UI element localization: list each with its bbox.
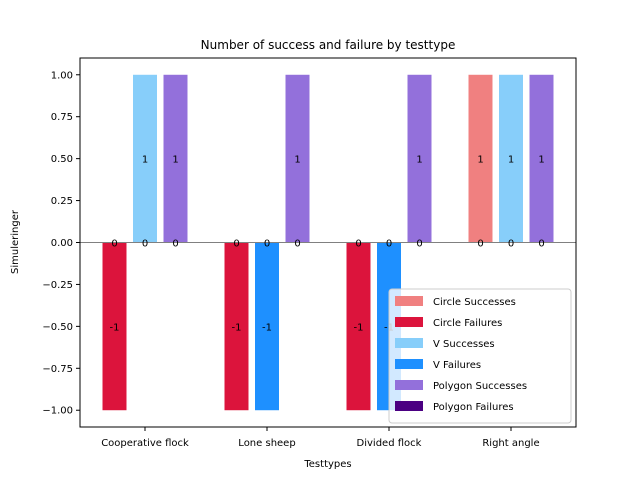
legend-label: Circle Successes <box>433 297 516 308</box>
bar-circle-failures-2 <box>346 242 371 411</box>
bar-polygon-successes-1 <box>285 74 310 243</box>
bar-circle-successes-3 <box>468 74 493 243</box>
bar-value-label: 1 <box>538 155 544 166</box>
axes-layer: −1.00 −0.75 −0.50 −0.25 0.00 0.25 0.50 0.75 1.00… <box>42 57 577 449</box>
bar-value-label: 0 <box>111 239 117 250</box>
y-tick-label: 0.25 <box>51 196 73 207</box>
bar-value-label: 0 <box>416 239 422 250</box>
bars-layer <box>102 74 554 411</box>
legend-label: V Failures <box>433 360 481 371</box>
bar-value-label: 0 <box>264 239 270 250</box>
y-tick-label: 1.00 <box>51 70 73 81</box>
x-tick-label: Divided flock <box>357 438 422 449</box>
x-axis-label: Testtypes <box>303 459 351 470</box>
bar-value-label: 1 <box>508 155 514 166</box>
bar-circle-failures-0 <box>102 242 127 411</box>
bar-value-label: 1 <box>416 155 422 166</box>
bar-value-label: -1 <box>354 322 364 333</box>
bar-polygon-successes-3 <box>529 74 554 243</box>
y-tick-label: −0.75 <box>42 364 73 375</box>
y-tick-label: −0.25 <box>42 280 73 291</box>
legend: Circle Successes Circle Failures V Success… <box>388 288 572 424</box>
bar-value-label: 0 <box>355 239 361 250</box>
legend-swatch <box>395 380 423 390</box>
legend-swatch <box>395 338 423 348</box>
legend-label: Polygon Failures <box>433 402 514 413</box>
bar-value-label: 0 <box>508 239 514 250</box>
bar-value-label: 1 <box>294 155 300 166</box>
bar-value-label: 0 <box>294 239 300 250</box>
bar-value-label: 0 <box>233 239 239 250</box>
legend-swatch <box>395 317 423 327</box>
bar-v-successes-3 <box>499 74 523 243</box>
y-tick-label: 0.75 <box>51 112 73 123</box>
legend-label: Circle Failures <box>433 318 502 329</box>
legend-swatch <box>395 401 423 411</box>
bar-value-label: 0 <box>538 239 544 250</box>
bar-polygon-successes-0 <box>163 74 188 243</box>
x-tick-label: Right angle <box>482 438 539 449</box>
y-tick-label: 0.50 <box>51 154 73 165</box>
bar-value-label: 1 <box>477 155 483 166</box>
y-tick-label: 0.00 <box>51 238 73 249</box>
chart-title: Number of success and failure by testtyp… <box>201 38 456 52</box>
bar-value-label: 0 <box>386 239 392 250</box>
bar-value-label: -1 <box>262 322 272 333</box>
bar-value-label: 0 <box>172 239 178 250</box>
bar-value-label: 1 <box>172 155 178 166</box>
bar-circle-failures-1 <box>224 242 249 411</box>
legend-box <box>388 288 572 424</box>
bar-value-label: 0 <box>142 239 148 250</box>
legend-swatch <box>395 296 423 306</box>
bar-polygon-successes-2 <box>407 74 432 243</box>
y-axis-label: Simuleringer <box>10 209 21 274</box>
x-tick-label: Cooperative flock <box>101 438 189 449</box>
bar-value-label: 0 <box>477 239 483 250</box>
y-tick-label: −1.00 <box>42 406 73 417</box>
legend-swatch <box>395 359 423 369</box>
legend-label: V Successes <box>433 339 495 350</box>
bar-value-label: -1 <box>232 322 242 333</box>
bar-value-label: -1 <box>110 322 120 333</box>
bar-v-failures-1 <box>255 242 279 411</box>
bar-value-label: 1 <box>142 155 148 166</box>
x-tick-label: Lone sheep <box>238 438 295 449</box>
y-tick-label: −0.50 <box>42 322 73 333</box>
bar-v-successes-0 <box>133 74 157 243</box>
legend-label: Polygon Successes <box>433 381 527 392</box>
